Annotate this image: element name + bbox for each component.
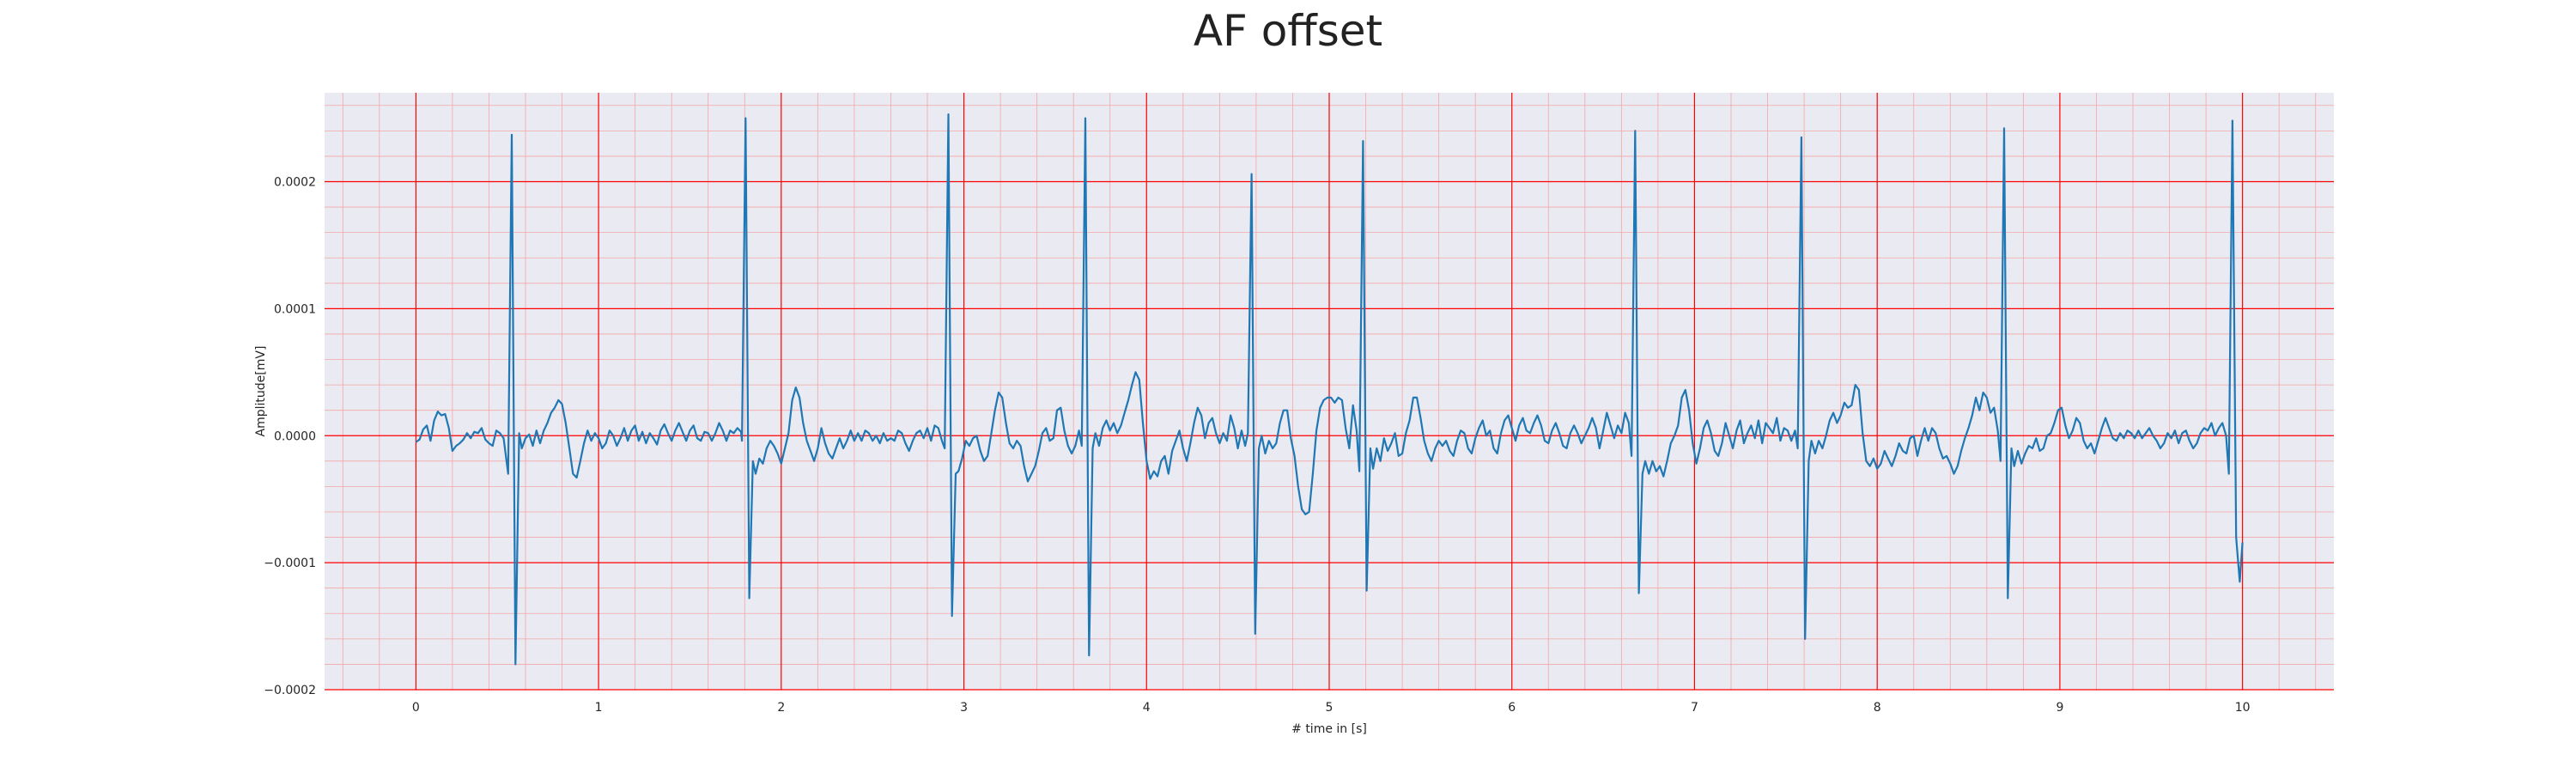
y-tick-label: −0.0001 (264, 557, 316, 570)
x-tick-label: 7 (1691, 701, 1698, 715)
x-tick-label: 5 (1326, 701, 1334, 715)
x-axis-ticks: 0 1 2 3 4 5 6 7 8 9 10 (412, 701, 2251, 715)
y-tick-label: 0.0002 (274, 176, 316, 190)
x-tick-label: 4 (1143, 701, 1151, 715)
y-tick-label: 0.0001 (274, 302, 316, 316)
x-tick-label: 6 (1508, 701, 1516, 715)
ecg-signal-line (415, 113, 2244, 666)
x-tick-label: 1 (595, 701, 603, 715)
x-tick-label: 2 (777, 701, 785, 715)
y-tick-label: 0.0000 (274, 429, 316, 443)
x-axis-label: # time in [s] (1291, 722, 1367, 736)
y-tick-label: −0.0002 (264, 684, 316, 697)
y-axis-label: Amplitude[mV] (254, 346, 268, 437)
x-tick-label: 9 (2056, 701, 2063, 715)
x-tick-label: 10 (2235, 701, 2251, 715)
y-axis-ticks: −0.0002 −0.0001 0.0000 0.0001 0.0002 (264, 176, 316, 697)
x-tick-label: 8 (1874, 701, 1881, 715)
x-tick-label: 3 (960, 701, 968, 715)
chart-title: AF offset (1193, 6, 1383, 56)
x-tick-label: 0 (412, 701, 420, 715)
